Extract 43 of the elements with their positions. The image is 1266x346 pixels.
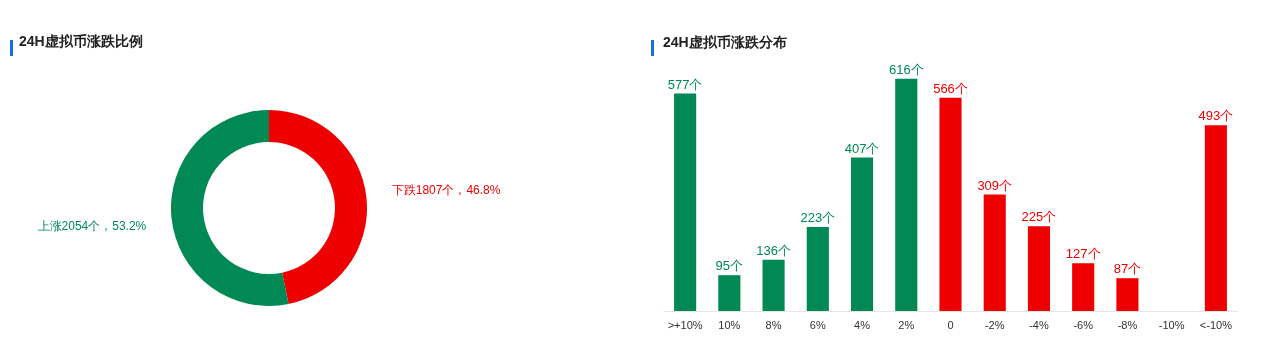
data-label: 127个 bbox=[1065, 246, 1101, 262]
x-tick-label: <-10% bbox=[1199, 318, 1233, 331]
slice-label: 下跌1807个，46.8% bbox=[391, 183, 501, 198]
data-label: 566个 bbox=[933, 80, 968, 96]
data-label: 95个 bbox=[715, 258, 744, 274]
data-label: 136个 bbox=[756, 242, 791, 258]
bar bbox=[674, 93, 697, 311]
bar bbox=[1027, 226, 1051, 311]
x-tick-label: -6% bbox=[1073, 318, 1094, 331]
data-label: 407个 bbox=[844, 140, 880, 156]
chart-title: 24H虚拟币涨跌比例 bbox=[19, 33, 143, 49]
slice-label: 上涨2054个，53.2% bbox=[37, 218, 147, 233]
bar bbox=[1116, 278, 1139, 311]
bar bbox=[850, 157, 874, 311]
x-tick-label: 0 bbox=[947, 318, 954, 331]
data-label: 223个 bbox=[800, 209, 836, 225]
x-tick-label: 6% bbox=[809, 318, 826, 331]
x-tick-label: 4% bbox=[854, 318, 871, 331]
bar bbox=[1072, 263, 1095, 311]
data-label: 225个 bbox=[1021, 209, 1057, 225]
x-tick-label: 10% bbox=[718, 318, 741, 331]
x-tick-label: -4% bbox=[1029, 318, 1049, 331]
data-label: 577个 bbox=[667, 76, 703, 92]
data-label: 87个 bbox=[1113, 261, 1142, 277]
x-tick-label: -2% bbox=[984, 318, 1005, 331]
bar bbox=[1204, 125, 1227, 311]
x-tick-label: -8% bbox=[1117, 318, 1138, 331]
data-label: 493个 bbox=[1198, 108, 1234, 124]
bar bbox=[983, 194, 1006, 311]
x-tick-label: >+10% bbox=[667, 318, 703, 331]
donut-slice bbox=[171, 110, 289, 306]
bar bbox=[806, 226, 829, 311]
donut-slice bbox=[269, 110, 367, 305]
x-tick-label: 8% bbox=[765, 318, 782, 331]
x-tick-label: 2% bbox=[898, 318, 915, 331]
chart-title: 24H虚拟币涨跌分布 bbox=[663, 33, 787, 50]
bar bbox=[762, 259, 785, 311]
bar bbox=[939, 97, 962, 311]
data-label: 616个 bbox=[888, 61, 924, 77]
data-label: 309个 bbox=[977, 177, 1013, 193]
x-tick-label: -10% bbox=[1158, 318, 1185, 331]
bar bbox=[895, 78, 918, 311]
bar bbox=[718, 275, 741, 311]
